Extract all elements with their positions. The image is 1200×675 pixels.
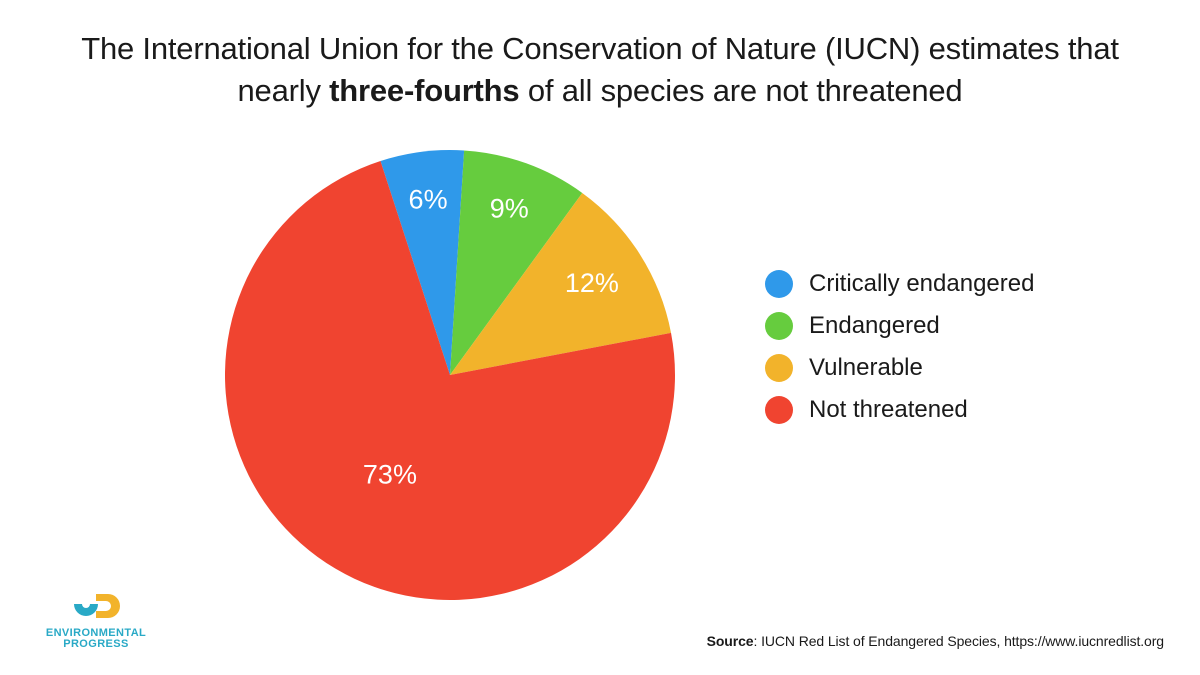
legend-label-critically_endangered: Critically endangered [809, 270, 1034, 298]
headline-bold: three-fourths [329, 73, 519, 108]
pie-label-not_threatened: 73% [363, 460, 417, 490]
legend-item-not_threatened: Not threatened [765, 396, 1034, 424]
pie-label-endangered: 9% [490, 193, 529, 223]
source-text: IUCN Red List of Endangered Species, htt… [761, 633, 1164, 649]
legend-item-endangered: Endangered [765, 312, 1034, 340]
legend-item-critically_endangered: Critically endangered [765, 270, 1034, 298]
logo-text: ENVIRONMENTAL PROGRESS [36, 628, 156, 651]
headline: The International Union for the Conserva… [60, 28, 1140, 112]
legend-swatch-vulnerable [765, 354, 793, 382]
legend-label-not_threatened: Not threatened [809, 396, 968, 424]
legend-swatch-not_threatened [765, 396, 793, 424]
headline-post: of all species are not threatened [519, 73, 962, 108]
pie-chart: 6% 9% 12% 73% [220, 145, 680, 605]
legend-label-vulnerable: Vulnerable [809, 354, 923, 382]
pie-svg: 6% 9% 12% 73% [220, 145, 680, 605]
legend-swatch-critically_endangered [765, 270, 793, 298]
logo-p-shape [96, 594, 120, 618]
legend-swatch-endangered [765, 312, 793, 340]
source-line: Source: IUCN Red List of Endangered Spec… [707, 633, 1164, 649]
logo-c-shape [74, 604, 98, 616]
source-sep: : [753, 633, 761, 649]
source-label: Source [707, 633, 754, 649]
pie-label-vulnerable: 12% [565, 268, 619, 298]
logo-icon [66, 584, 126, 624]
legend-item-vulnerable: Vulnerable [765, 354, 1034, 382]
legend: Critically endangered Endangered Vulnerabl… [765, 270, 1034, 438]
slide-root: The International Union for the Conserva… [0, 0, 1200, 675]
brand-logo: ENVIRONMENTAL PROGRESS [36, 584, 156, 651]
legend-label-endangered: Endangered [809, 312, 940, 340]
logo-line2: PROGRESS [36, 639, 156, 651]
pie-label-critically_endangered: 6% [409, 185, 448, 215]
